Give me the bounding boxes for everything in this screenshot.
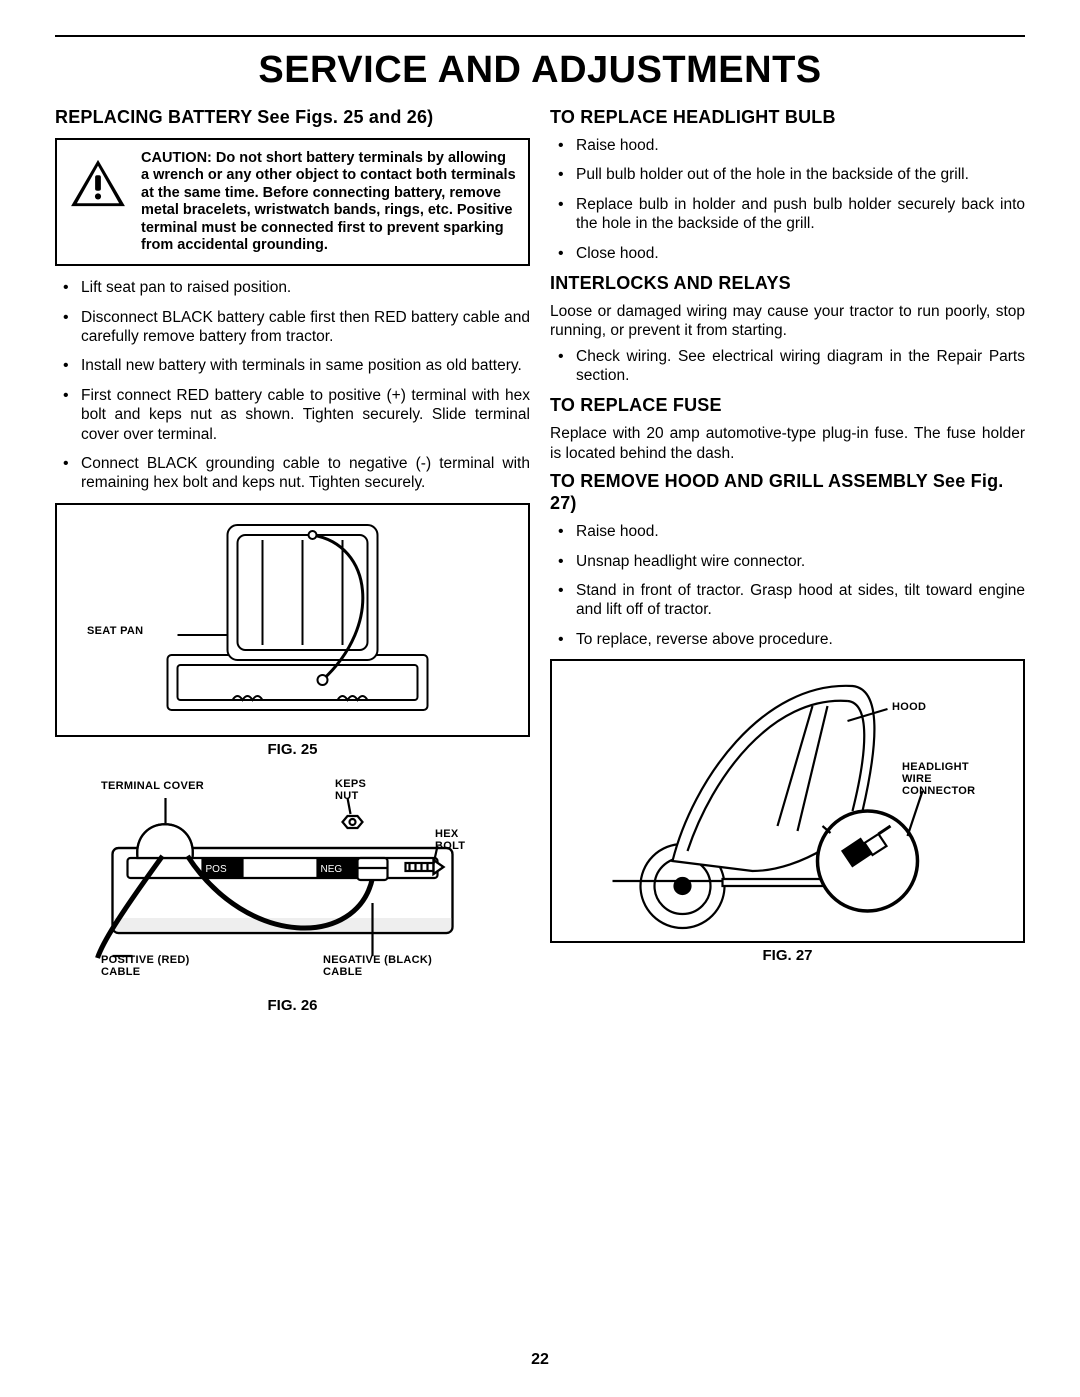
- fig26-keps-nut-label: KEPS NUT: [335, 778, 375, 802]
- replacing-battery-heading: REPLACING BATTERY See Figs. 25 and 26): [55, 107, 530, 128]
- fig27-hood-label: HOOD: [892, 701, 926, 713]
- list-item: Close hood.: [576, 244, 1025, 263]
- figure-25: SEAT PAN: [55, 503, 530, 737]
- headlight-steps: Raise hood. Pull bulb holder out of the …: [550, 136, 1025, 263]
- caution-text: CAUTION: Do not short battery terminals …: [141, 150, 516, 254]
- hood-steps: Raise hood. Unsnap headlight wire connec…: [550, 522, 1025, 649]
- list-item: To replace, reverse above procedure.: [576, 630, 1025, 649]
- interlocks-body: Loose or damaged wiring may cause your t…: [550, 302, 1025, 341]
- hood-heading: TO REMOVE HOOD AND GRILL ASSEMBLY See Fi…: [550, 471, 1025, 514]
- list-item: Connect BLACK grounding cable to negativ…: [81, 454, 530, 493]
- list-item: First connect RED battery cable to posit…: [81, 386, 530, 444]
- left-column: REPLACING BATTERY See Figs. 25 and 26) C…: [55, 102, 530, 1024]
- list-item: Check wiring. See electrical wiring diag…: [576, 347, 1025, 386]
- headlight-heading: TO REPLACE HEADLIGHT BULB: [550, 107, 1025, 128]
- list-item: Unsnap headlight wire connector.: [576, 552, 1025, 571]
- list-item: Lift seat pan to raised position.: [81, 278, 530, 297]
- list-item: Install new battery with terminals in sa…: [81, 356, 530, 375]
- list-item: Disconnect BLACK battery cable first the…: [81, 308, 530, 347]
- warning-icon: [69, 158, 127, 213]
- fig25-seat-pan-label: SEAT PAN: [87, 625, 143, 637]
- figure-27: HOOD HEADLIGHT WIRE CONNECTOR: [550, 659, 1025, 943]
- fig26-terminal-cover-label: TERMINAL COVER: [101, 780, 204, 792]
- interlocks-steps: Check wiring. See electrical wiring diag…: [550, 347, 1025, 386]
- fig26-positive-cable-label: POSITIVE (RED) CABLE: [101, 954, 191, 978]
- battery-steps: Lift seat pan to raised position. Discon…: [55, 278, 530, 492]
- fuse-body: Replace with 20 amp automotive-type plug…: [550, 424, 1025, 463]
- page-title: SERVICE AND ADJUSTMENTS: [55, 49, 1025, 92]
- fig25-caption: FIG. 25: [55, 741, 530, 758]
- list-item: Raise hood.: [576, 522, 1025, 541]
- fuse-heading: TO REPLACE FUSE: [550, 395, 1025, 416]
- fig27-caption: FIG. 27: [550, 947, 1025, 964]
- fig26-negative-cable-label: NEGATIVE (BLACK) CABLE: [323, 954, 443, 978]
- page-number: 22: [0, 1351, 1080, 1369]
- page: SERVICE AND ADJUSTMENTS REPLACING BATTER…: [0, 0, 1080, 1397]
- list-item: Replace bulb in holder and push bulb hol…: [576, 195, 1025, 234]
- interlocks-heading: INTERLOCKS AND RELAYS: [550, 273, 1025, 294]
- caution-box: CAUTION: Do not short battery terminals …: [55, 138, 530, 266]
- figure-26: POS NEG: [55, 768, 530, 993]
- list-item: Pull bulb holder out of the hole in the …: [576, 165, 1025, 184]
- two-columns: REPLACING BATTERY See Figs. 25 and 26) C…: [55, 102, 1025, 1024]
- fig26-caption: FIG. 26: [55, 997, 530, 1014]
- fig27-connector-label: HEADLIGHT WIRE CONNECTOR: [902, 761, 997, 797]
- fig26-hex-bolt-label: HEX BOLT: [435, 828, 475, 852]
- fig27-svg: [552, 661, 1023, 941]
- svg-text:NEG: NEG: [321, 864, 343, 875]
- list-item: Raise hood.: [576, 136, 1025, 155]
- right-column: TO REPLACE HEADLIGHT BULB Raise hood. Pu…: [550, 102, 1025, 1024]
- svg-text:POS: POS: [206, 864, 227, 875]
- top-rule: [55, 35, 1025, 37]
- list-item: Stand in front of tractor. Grasp hood at…: [576, 581, 1025, 620]
- fig25-svg: [57, 505, 528, 735]
